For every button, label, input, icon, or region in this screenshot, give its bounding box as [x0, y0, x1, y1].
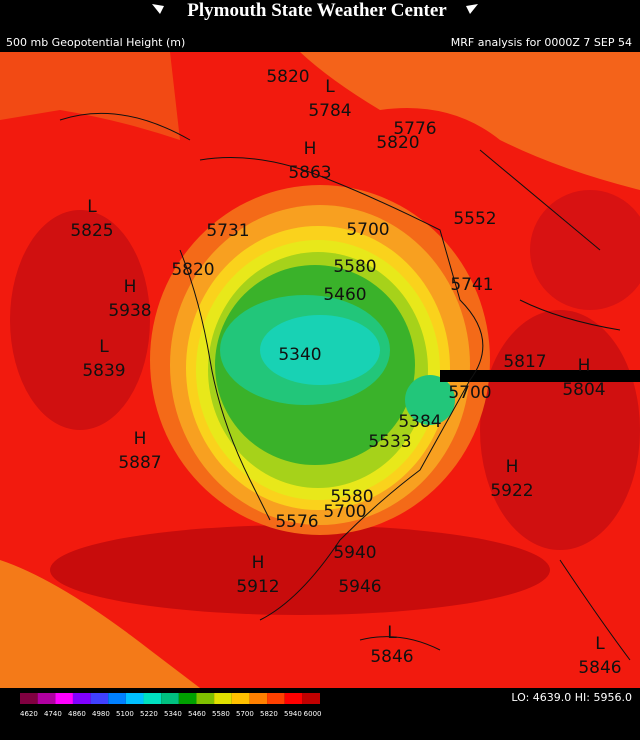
height-label: 5580	[330, 487, 373, 507]
legend-swatch	[161, 693, 179, 704]
coastline	[59, 112, 631, 661]
height-label: 5863	[288, 163, 331, 183]
height-label: 5576	[275, 512, 318, 532]
color-legend: 4620 4740 4860 4980 5100 5220 5340 5460 5580 5700…	[20, 693, 322, 718]
map-parameter: 500 mb Geopotential Height (m)	[6, 36, 185, 49]
legend-swatch	[143, 693, 162, 704]
height-label: 5940	[333, 543, 376, 563]
pressure-center: H	[124, 277, 137, 297]
legend-swatch	[55, 693, 73, 704]
region	[300, 52, 640, 190]
legend-tick: 4980	[92, 710, 110, 718]
region	[480, 310, 640, 550]
pressure-center: H	[506, 457, 519, 477]
legend-tick: 5220	[140, 710, 158, 718]
region	[10, 210, 150, 430]
pressure-center: H	[304, 139, 317, 159]
pressure-center: L	[87, 197, 97, 217]
pressure-center: L	[595, 634, 605, 654]
pressure-center: H	[134, 429, 147, 449]
legend-tick: 5940	[284, 710, 302, 718]
height-label: 5912	[236, 577, 279, 597]
height-label: 5846	[578, 658, 621, 678]
height-label: 5846	[370, 647, 413, 667]
legend-swatch	[20, 693, 38, 704]
height-label: 5825	[70, 221, 113, 241]
height-label: 5700	[448, 383, 491, 403]
height-label: 5817	[503, 352, 546, 372]
pressure-center: H	[252, 553, 265, 573]
legend-swatch	[249, 693, 268, 704]
legend-swatch	[125, 693, 144, 704]
legend-tick: 5340	[164, 710, 182, 718]
legend-swatch	[196, 693, 215, 704]
height-label: 5922	[490, 481, 533, 501]
height-label: 5820	[266, 67, 309, 87]
data-gap	[440, 370, 640, 382]
legend-swatch	[284, 693, 303, 704]
height-label: 5580	[333, 257, 376, 277]
legend-tick: 5700	[236, 710, 254, 718]
height-label: 5384	[398, 412, 441, 432]
legend-tick: 5580	[212, 710, 230, 718]
legend-tick: 4860	[68, 710, 86, 718]
legend-tick: 5820	[260, 710, 278, 718]
height-label: 5784	[308, 101, 351, 121]
height-label: 5700	[323, 502, 366, 522]
height-label: 5700	[346, 220, 389, 240]
range-stats: LO: 4639.0 HI: 5956.0	[511, 691, 632, 704]
height-label: 5804	[562, 380, 605, 400]
pressure-center: H	[578, 356, 591, 376]
legend-tick: 5460	[188, 710, 206, 718]
region	[0, 560, 200, 688]
height-label: 5776	[393, 119, 436, 139]
height-label: 5533	[368, 432, 411, 452]
height-label: 5741	[450, 275, 493, 295]
region	[0, 52, 180, 140]
legend-tick: 4620	[20, 710, 38, 718]
height-label: 5820	[376, 133, 419, 153]
legend-swatch	[178, 693, 197, 704]
legend-swatch	[302, 693, 320, 704]
height-label: 5340	[278, 345, 321, 365]
header-title: Plymouth State Weather Center	[187, 0, 447, 21]
region	[405, 375, 455, 425]
legend-swatch	[90, 693, 109, 704]
pressure-center: L	[99, 337, 109, 357]
legend-swatch	[108, 693, 126, 704]
legend-tick: 5100	[116, 710, 134, 718]
height-label: 5887	[118, 453, 161, 473]
pressure-center: L	[387, 623, 397, 643]
region	[530, 190, 640, 310]
pressure-center: L	[325, 77, 335, 97]
height-label: 5946	[338, 577, 381, 597]
legend-swatch	[267, 693, 285, 704]
region	[260, 315, 380, 385]
legend-tick: 4740	[44, 710, 62, 718]
legend-swatch	[231, 693, 250, 704]
legend-swatch	[37, 693, 56, 704]
legend-swatch	[214, 693, 232, 704]
legend-swatch	[72, 693, 91, 704]
map-run: MRF analysis for 0000Z 7 SEP 54	[451, 36, 632, 49]
height-label: 5820	[171, 260, 214, 280]
height-label: 5552	[453, 209, 496, 229]
height-label: 5938	[108, 301, 151, 321]
region	[50, 525, 550, 615]
height-label: 5731	[206, 221, 249, 241]
legend-tick: 6000	[304, 710, 322, 718]
height-label: 5839	[82, 361, 125, 381]
height-label: 5460	[323, 285, 366, 305]
